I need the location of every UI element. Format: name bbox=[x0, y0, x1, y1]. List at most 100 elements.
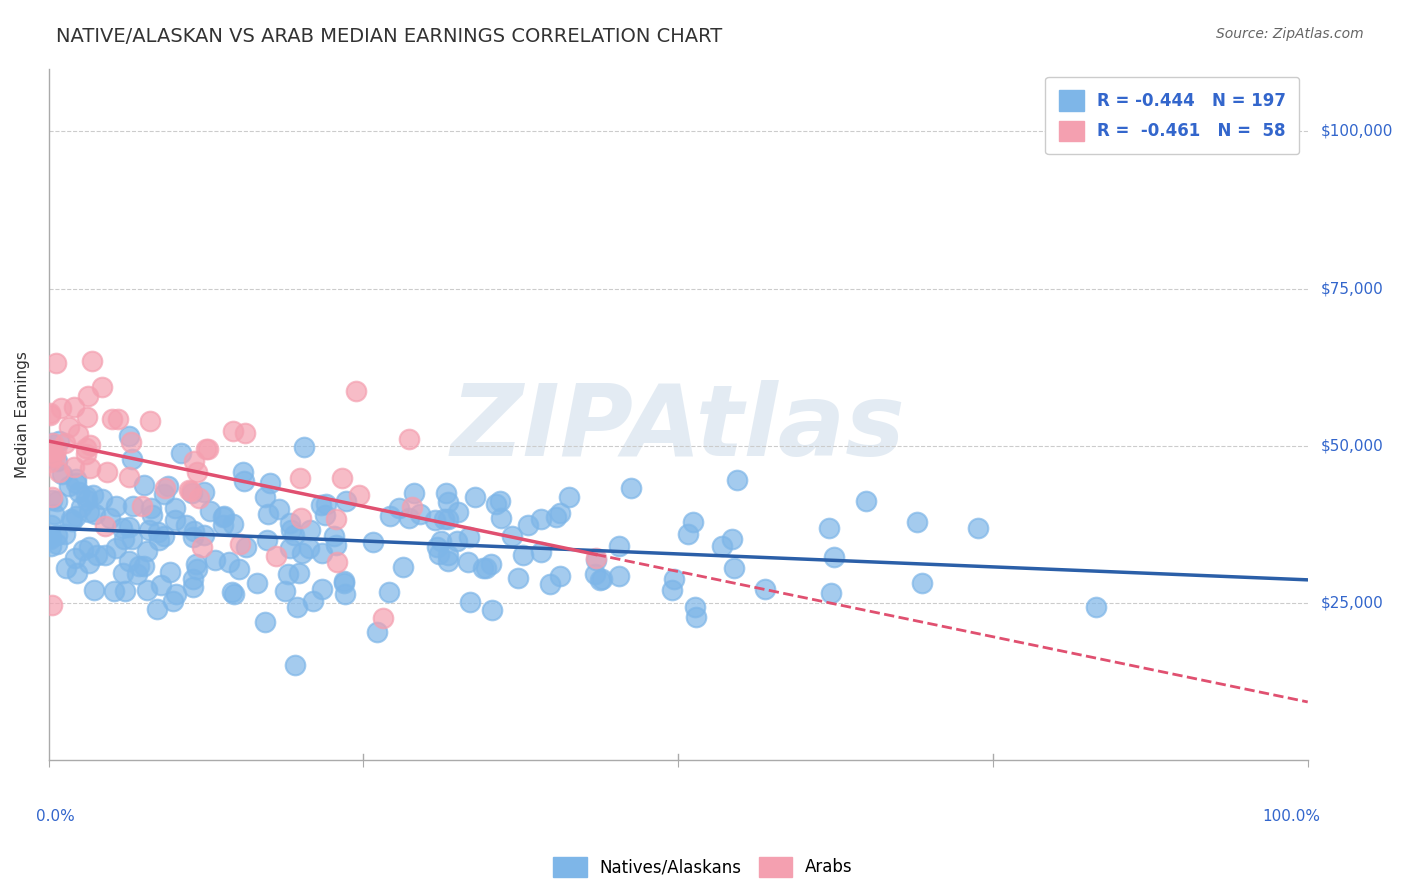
Point bbox=[79, 460, 101, 475]
Point bbox=[398, 433, 420, 447]
Point bbox=[323, 529, 346, 543]
Point bbox=[134, 558, 156, 573]
Point bbox=[39, 444, 62, 458]
Point bbox=[128, 558, 150, 573]
Point bbox=[180, 483, 202, 498]
Point bbox=[76, 389, 98, 403]
Point bbox=[285, 599, 308, 614]
Point bbox=[48, 434, 70, 448]
Point bbox=[83, 582, 105, 597]
Point bbox=[41, 490, 63, 504]
Point bbox=[39, 532, 62, 546]
Point bbox=[720, 532, 742, 546]
Text: $100,000: $100,000 bbox=[1320, 124, 1393, 139]
Point bbox=[83, 507, 105, 521]
Point bbox=[77, 556, 100, 570]
Text: Source: ZipAtlas.com: Source: ZipAtlas.com bbox=[1216, 27, 1364, 41]
Point bbox=[311, 582, 333, 596]
Point bbox=[118, 554, 141, 568]
Point bbox=[437, 548, 460, 562]
Point bbox=[754, 582, 776, 597]
Point bbox=[80, 354, 103, 368]
Point bbox=[39, 517, 62, 532]
Point bbox=[501, 529, 523, 543]
Point bbox=[664, 572, 686, 586]
Point bbox=[264, 549, 287, 563]
Point bbox=[256, 507, 278, 521]
Point bbox=[457, 530, 479, 544]
Point bbox=[278, 516, 301, 530]
Point bbox=[437, 495, 460, 509]
Point bbox=[93, 518, 115, 533]
Point bbox=[45, 442, 67, 457]
Point bbox=[458, 595, 481, 609]
Point bbox=[401, 500, 423, 514]
Point bbox=[65, 472, 87, 486]
Point bbox=[118, 519, 141, 533]
Point bbox=[41, 492, 63, 507]
Point bbox=[42, 448, 65, 462]
Point bbox=[66, 566, 89, 580]
Point bbox=[457, 555, 479, 569]
Point bbox=[66, 426, 89, 441]
Point bbox=[211, 510, 233, 524]
Point bbox=[911, 575, 934, 590]
Point bbox=[139, 414, 162, 428]
Point bbox=[607, 569, 630, 583]
Point bbox=[398, 510, 420, 524]
Point bbox=[197, 442, 219, 457]
Point bbox=[118, 470, 141, 484]
Point bbox=[183, 524, 205, 538]
Point bbox=[153, 482, 176, 496]
Point bbox=[38, 454, 60, 468]
Point bbox=[42, 436, 65, 450]
Point bbox=[446, 505, 468, 519]
Point bbox=[259, 475, 281, 490]
Point bbox=[315, 497, 337, 511]
Point bbox=[682, 515, 704, 529]
Point bbox=[311, 498, 333, 512]
Point bbox=[222, 587, 245, 601]
Point bbox=[193, 484, 215, 499]
Point bbox=[120, 434, 142, 449]
Point bbox=[246, 575, 269, 590]
Point bbox=[194, 442, 217, 457]
Point bbox=[409, 507, 432, 521]
Point bbox=[159, 565, 181, 579]
Point bbox=[174, 518, 197, 533]
Point bbox=[121, 532, 143, 546]
Point bbox=[63, 459, 86, 474]
Point bbox=[146, 601, 169, 615]
Point bbox=[479, 557, 502, 571]
Point bbox=[191, 540, 214, 554]
Point bbox=[63, 400, 86, 414]
Legend: R = -0.444   N = 197, R =  -0.461   N =  58: R = -0.444 N = 197, R = -0.461 N = 58 bbox=[1046, 77, 1299, 154]
Point bbox=[711, 539, 734, 553]
Point bbox=[90, 379, 112, 393]
Point bbox=[233, 425, 256, 440]
Point bbox=[377, 584, 399, 599]
Point bbox=[218, 555, 240, 569]
Point bbox=[506, 571, 529, 585]
Text: $25,000: $25,000 bbox=[1320, 596, 1384, 611]
Point bbox=[170, 446, 193, 460]
Point bbox=[148, 533, 170, 547]
Point bbox=[373, 610, 395, 624]
Point bbox=[165, 587, 187, 601]
Point bbox=[72, 542, 94, 557]
Point bbox=[333, 574, 356, 588]
Point bbox=[235, 540, 257, 554]
Point bbox=[284, 658, 307, 673]
Point bbox=[253, 491, 276, 505]
Point bbox=[538, 577, 561, 591]
Point bbox=[402, 485, 425, 500]
Point bbox=[76, 492, 98, 507]
Point bbox=[48, 466, 70, 480]
Point bbox=[228, 537, 250, 551]
Point bbox=[475, 561, 498, 575]
Point bbox=[427, 547, 450, 561]
Point bbox=[253, 615, 276, 629]
Point bbox=[135, 544, 157, 558]
Point bbox=[609, 539, 631, 553]
Point bbox=[94, 548, 117, 562]
